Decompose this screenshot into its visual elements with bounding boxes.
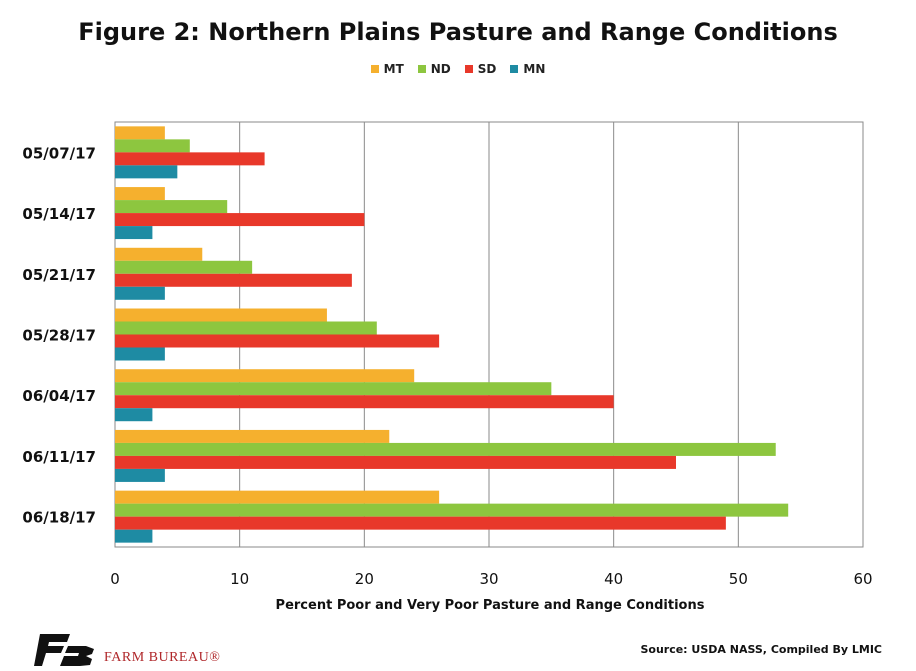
y-tick-label: 05/07/17 [22, 144, 96, 162]
bar-nd [115, 503, 789, 517]
farm-bureau-logo: FARM BUREAU® [34, 632, 220, 668]
y-tick-label: 06/18/17 [22, 509, 96, 527]
legend-swatch [370, 65, 379, 73]
bar-mt [115, 126, 165, 140]
legend-item-mn: MN [510, 62, 545, 76]
bar-mt [115, 490, 440, 504]
bar-nd [115, 200, 228, 214]
bar-sd [115, 395, 614, 409]
source-note: Source: USDA NASS, Compiled By LMIC [640, 643, 882, 656]
x-tick-label: 20 [355, 570, 374, 588]
x-tick-label: 40 [604, 570, 623, 588]
farm-bureau-icon [34, 634, 94, 666]
bar-sd [115, 152, 265, 166]
bar-mn [115, 468, 165, 482]
bar-mn [115, 347, 165, 361]
bar-sd [115, 516, 726, 530]
legend-label: MN [523, 62, 546, 76]
bar-mt [115, 247, 203, 261]
x-tick-label: 60 [853, 570, 872, 588]
x-axis-label: Percent Poor and Very Poor Pasture and R… [275, 598, 705, 613]
y-tick-label: 05/14/17 [22, 205, 96, 223]
bar-mn [115, 286, 165, 300]
legend-item-nd: ND [417, 62, 451, 76]
chart-title: Figure 2: Northern Plains Pasture and Ra… [78, 18, 838, 46]
bar-mn [115, 226, 153, 240]
x-tick-label: 10 [230, 570, 249, 588]
legend-swatch [464, 65, 473, 73]
bar-mn [115, 529, 153, 543]
bar-nd [115, 321, 377, 335]
bar-sd [115, 455, 676, 469]
bar-sd [115, 273, 352, 287]
legend-label: SD [477, 62, 497, 76]
bar-mt [115, 429, 390, 443]
x-tick-label: 0 [110, 570, 120, 588]
bar-nd [115, 382, 552, 396]
bar-nd [115, 139, 190, 153]
bar-mn [115, 408, 153, 422]
bar-nd [115, 260, 253, 274]
legend-swatch [417, 65, 426, 73]
y-tick-label: 05/28/17 [22, 327, 96, 345]
y-tick-label: 06/11/17 [22, 448, 96, 466]
legend-item-mt: MT [370, 62, 404, 76]
y-tick-label: 05/21/17 [22, 266, 96, 284]
bar-mt [115, 369, 415, 383]
y-tick-label: 06/04/17 [22, 387, 96, 405]
legend-item-sd: SD [464, 62, 497, 76]
bar-mn [115, 165, 178, 179]
bar-mt [115, 308, 327, 322]
legend-label: ND [430, 62, 451, 76]
bar-nd [115, 442, 776, 456]
legend-label: MT [383, 62, 404, 76]
bar-sd [115, 334, 440, 348]
logo-text: FARM BUREAU® [104, 650, 221, 665]
legend: MT ND SD MN [0, 62, 916, 76]
bar-mt [115, 187, 165, 201]
x-tick-label: 50 [729, 570, 748, 588]
bar-sd [115, 213, 365, 227]
x-tick-label: 30 [479, 570, 498, 588]
legend-swatch [510, 65, 519, 73]
